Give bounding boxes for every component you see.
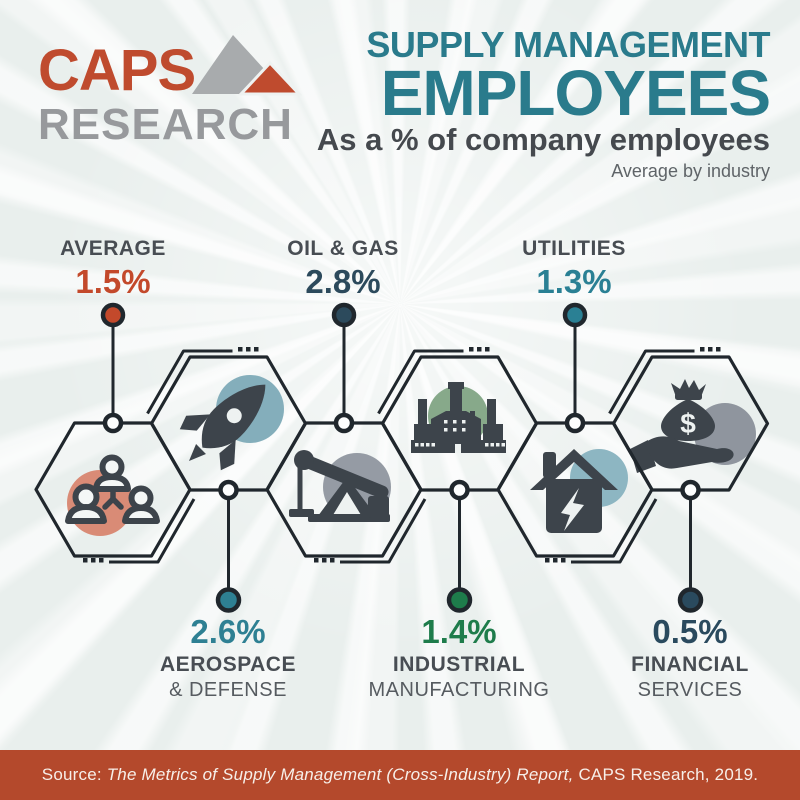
marker-oil	[331, 302, 357, 328]
people-network-icon	[65, 454, 160, 524]
industry-value: 0.5%	[652, 613, 728, 650]
note: Average by industry	[611, 161, 770, 181]
label-financial-services: 0.5% FINANCIAL SERVICES	[580, 612, 800, 702]
value-markers	[100, 302, 704, 613]
rocket-icon	[179, 384, 266, 471]
industry-value: 1.3%	[536, 263, 612, 300]
house-energy-icon	[530, 449, 618, 533]
factory-icon	[411, 382, 506, 453]
marker-industrial	[446, 587, 473, 613]
industry-name: UTILITIES	[522, 237, 626, 260]
industry-value: 2.6%	[190, 613, 266, 650]
hexagon-dots	[83, 347, 721, 563]
industry-name: FINANCIAL	[631, 653, 749, 676]
source-prefix: Source:	[41, 765, 107, 784]
logo-caps-text: CAPS	[38, 38, 196, 103]
label-utilities: UTILITIES 1.3%	[464, 236, 684, 302]
industry-value: 1.4%	[421, 613, 497, 650]
source-report-title: The Metrics of Supply Management (Cross-…	[106, 765, 574, 784]
hexagon-echo-lines	[109, 349, 695, 564]
hexagon-financial	[611, 355, 770, 492]
marker-financial	[677, 587, 704, 613]
connector-lines	[111, 315, 692, 598]
label-aerospace-defense: 2.6% AEROSPACE & DEFENSE	[118, 612, 338, 702]
marker-average	[100, 302, 126, 328]
title-line1: SUPPLY MANAGEMENT	[366, 24, 770, 65]
label-oil-gas: OIL & GAS 2.8%	[233, 236, 453, 302]
logo-research-text: RESEARCH	[38, 100, 293, 149]
industry-name: AEROSPACE	[160, 653, 296, 676]
industry-name: INDUSTRIAL	[392, 653, 526, 676]
label-average: AVERAGE 1.5%	[3, 236, 223, 302]
oil-pumpjack-icon	[289, 450, 390, 522]
dollar-sign: $	[680, 408, 696, 439]
source-suffix: CAPS Research, 2019.	[573, 765, 759, 784]
header: SUPPLY MANAGEMENT EMPLOYEES As a % of co…	[316, 24, 771, 184]
subtitle: As a % of company employees	[316, 122, 770, 157]
hexagon-outlines	[34, 355, 770, 558]
mountain-peaks-icon	[192, 35, 302, 96]
industry-name-line2: MANUFACTURING	[368, 679, 550, 701]
label-industrial-manufacturing: 1.4% INDUSTRIAL MANUFACTURING	[349, 612, 569, 702]
marker-utilities	[562, 302, 588, 328]
industry-value: 2.8%	[305, 263, 381, 300]
industry-value: 1.5%	[75, 263, 151, 300]
source-bar: Source: The Metrics of Supply Management…	[0, 750, 800, 800]
junction-nodes	[102, 412, 701, 501]
marker-aerospace	[215, 587, 242, 613]
industry-name: OIL & GAS	[287, 237, 399, 260]
industry-name-line2: & DEFENSE	[169, 679, 287, 701]
title-line2: EMPLOYEES	[380, 57, 771, 129]
caps-research-logo: CAPS RESEARCH	[38, 35, 302, 149]
industry-name-line2: SERVICES	[637, 679, 743, 701]
industry-name: AVERAGE	[60, 237, 166, 260]
